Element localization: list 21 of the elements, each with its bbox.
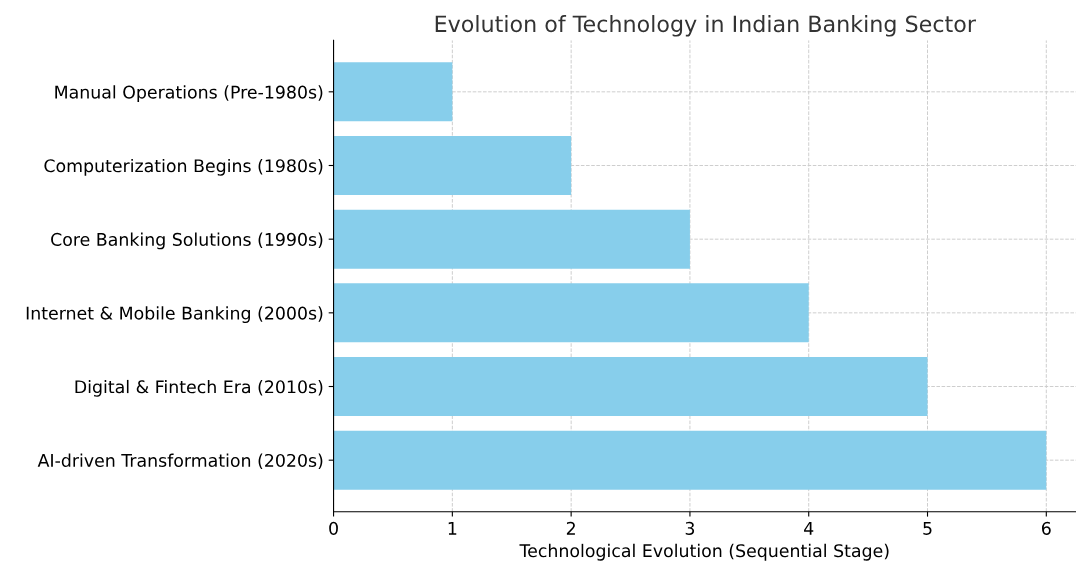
x-tick-label: 4	[804, 522, 814, 535]
y-tick-label: Internet & Mobile Banking (2000s)	[26, 306, 323, 324]
x-tick-label: 2	[566, 521, 575, 535]
y-tick-label: Computerization Begins (1980s)	[44, 158, 323, 176]
bar	[333, 357, 928, 416]
x-tick-label: 6	[1041, 521, 1051, 535]
chart-title: Evolution of Technology in Indian Banking Sector	[435, 15, 976, 37]
bar	[333, 62, 453, 122]
y-tick-label: Core Banking Solutions (1990s)	[51, 232, 323, 250]
x-tick-label: 5	[923, 522, 932, 535]
x-tick-label: 3	[685, 521, 695, 535]
x-tick-label: 1	[448, 522, 457, 535]
bar	[333, 283, 809, 343]
x-axis-title: Technological Evolution (Sequential Stage)	[519, 543, 889, 561]
y-tick-label: AI-driven Transformation (2020s)	[37, 453, 323, 470]
y-tick-label: Digital & Fintech Era (2010s)	[75, 379, 323, 397]
y-tick-label: Manual Operations (Pre-1980s)	[55, 85, 323, 103]
x-tick-label: 0	[329, 521, 338, 535]
bar	[333, 430, 1047, 490]
bar	[333, 136, 572, 195]
bar	[333, 209, 690, 269]
